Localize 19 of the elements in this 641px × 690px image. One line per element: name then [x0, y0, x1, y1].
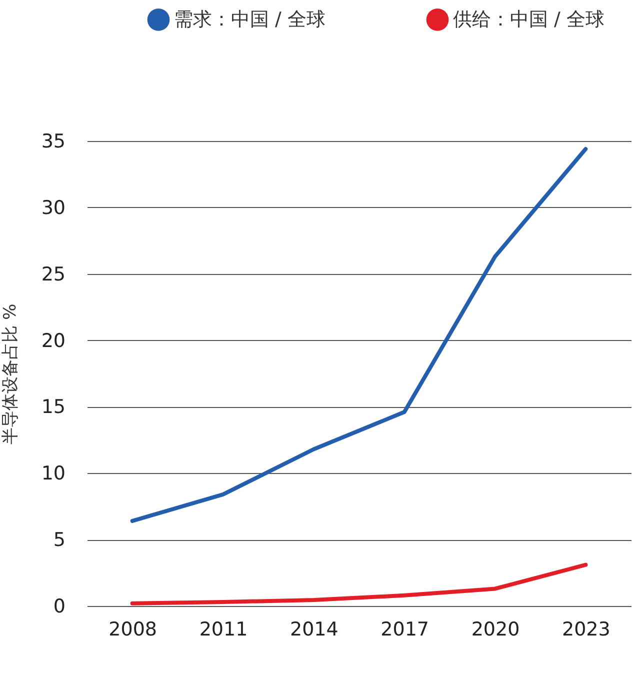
x-tick-label: 2017	[380, 618, 430, 640]
legend-label: 供给：中国 / 全球	[453, 8, 604, 31]
y-tick-label: 35	[41, 130, 66, 152]
x-tick-label: 2008	[108, 618, 158, 640]
y-tick-label: 30	[41, 196, 66, 219]
x-tick-label: 2011	[199, 618, 248, 640]
y-tick-label: 10	[41, 462, 66, 485]
y-tick-label: 25	[41, 263, 66, 286]
y-tick-label: 20	[41, 330, 66, 352]
y-tick-label: 15	[41, 396, 66, 418]
line-series	[130, 562, 588, 606]
legend-label: 需求：中国 / 全球	[174, 8, 326, 31]
y-tick-label: 0	[53, 596, 66, 618]
x-tick-label: 2014	[290, 618, 338, 640]
line-series	[130, 146, 588, 523]
x-tick-label: 2020	[471, 618, 520, 640]
x-tick-label: 2023	[562, 618, 610, 640]
y-tick-label: 5	[53, 529, 66, 552]
y-axis-title: 半导体设备占比 %	[0, 304, 20, 444]
